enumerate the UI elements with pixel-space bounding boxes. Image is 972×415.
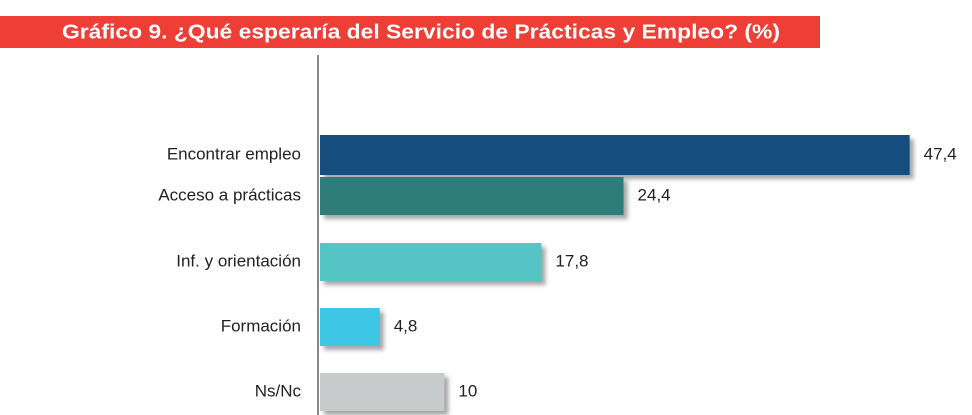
category-label: Acceso a prácticas [158, 185, 301, 204]
category-label: Ns/Nc [255, 381, 302, 400]
category-label: Encontrar empleo [167, 144, 301, 163]
bar [320, 308, 380, 346]
value-label: 47,4 [924, 144, 957, 163]
value-label: 4,8 [394, 316, 418, 335]
value-label: 17,8 [555, 251, 588, 270]
bar [320, 243, 542, 281]
bar [320, 135, 910, 175]
bar [320, 177, 624, 215]
bar [320, 373, 445, 411]
chart-title: Gráfico 9. ¿Qué esperaría del Servicio d… [62, 21, 780, 43]
category-label: Inf. y orientación [176, 251, 301, 270]
value-label: 24,4 [638, 185, 671, 204]
category-label: Formación [221, 316, 301, 335]
value-label: 10 [458, 381, 477, 400]
title-banner [0, 16, 820, 48]
